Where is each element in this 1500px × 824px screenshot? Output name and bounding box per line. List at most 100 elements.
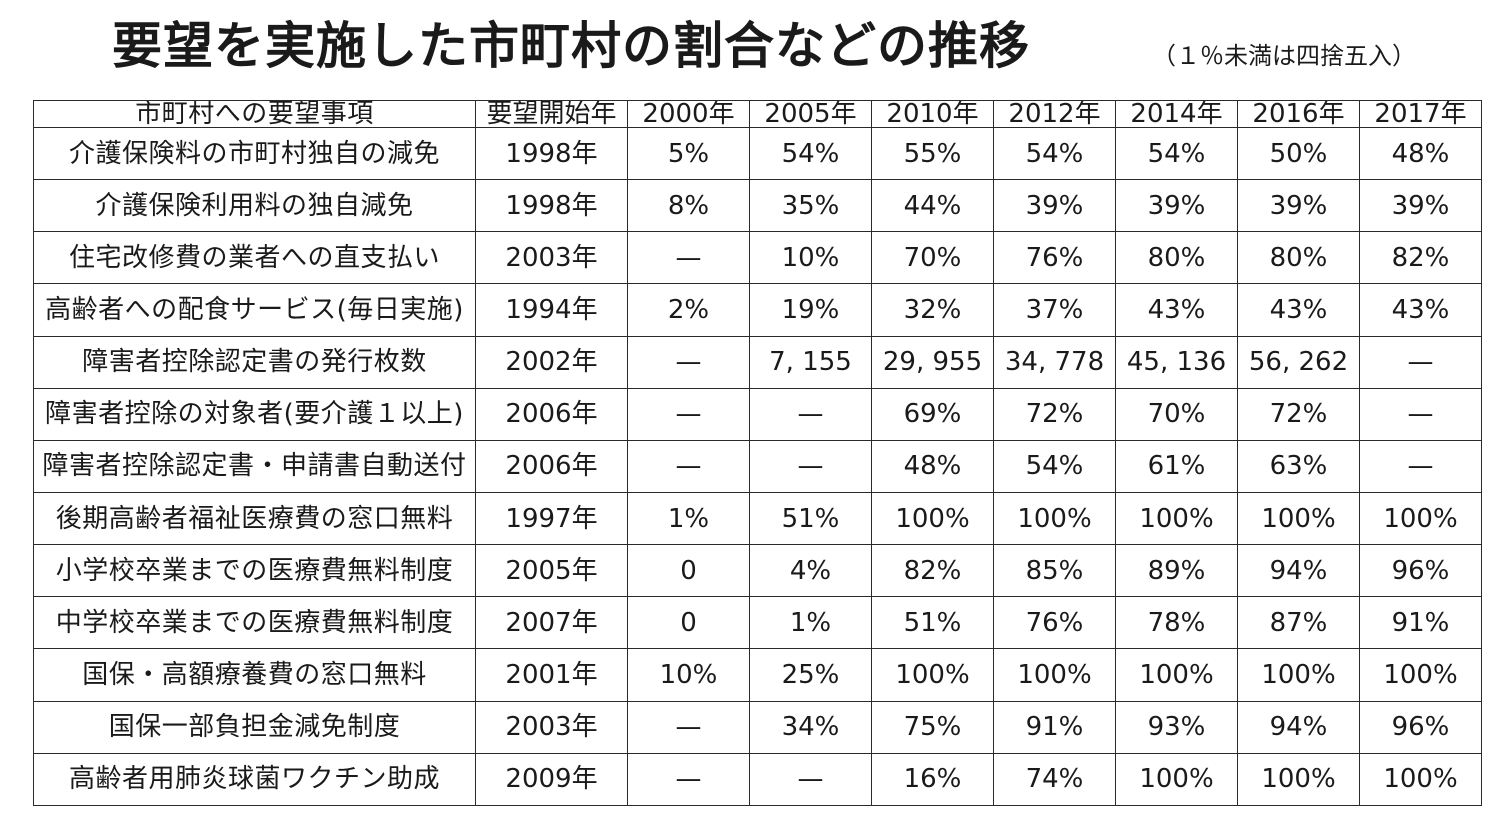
item-cell: 障害者控除の対象者(要介護１以上) bbox=[33, 387, 476, 441]
value-cell: 54% bbox=[993, 126, 1116, 181]
value-cell: — bbox=[749, 387, 872, 441]
start-year-cell: 2003年 bbox=[475, 231, 628, 285]
value-cell: 87% bbox=[1237, 596, 1360, 650]
value-cell: 70% bbox=[871, 231, 994, 285]
value-cell: 2% bbox=[627, 283, 750, 337]
item-cell: 障害者控除認定書の発行枚数 bbox=[33, 335, 476, 389]
value-cell: 19% bbox=[749, 283, 872, 337]
value-cell: 10% bbox=[627, 648, 750, 702]
header-year: 2012年 bbox=[993, 100, 1116, 128]
header-item: 市町村への要望事項 bbox=[33, 100, 476, 128]
table-header-row: 市町村への要望事項 要望開始年 2000年 2005年 2010年 2012年 2014年 2… bbox=[33, 100, 1482, 128]
value-cell: 54% bbox=[1115, 126, 1238, 181]
value-cell: 34, 778 bbox=[993, 335, 1116, 389]
table-row: 障害者控除認定書・申請書自動送付 2006年 — —48% 54% 61% 63% — bbox=[33, 439, 1482, 493]
header-year: 2005年 bbox=[749, 100, 872, 128]
value-cell: 51% bbox=[749, 491, 872, 546]
table-row: 住宅改修費の業者への直支払い 2003年 —10% 70% 76% 80% 80% 82% bbox=[33, 231, 1482, 285]
item-cell: 国保・高額療養費の窓口無料 bbox=[33, 648, 476, 702]
value-cell: 4% bbox=[749, 544, 872, 598]
value-cell: 8% bbox=[627, 179, 750, 233]
value-cell: 16% bbox=[871, 752, 994, 807]
table-row: 中学校卒業までの医療費無料制度 2007年 0 1% 51% 76% 78% 87% 91% bbox=[33, 596, 1482, 650]
item-cell: 障害者控除認定書・申請書自動送付 bbox=[33, 439, 476, 493]
header-start-year: 要望開始年 bbox=[475, 100, 628, 128]
item-cell: 介護保険料の市町村独自の減免 bbox=[33, 126, 476, 181]
start-year-cell: 2005年 bbox=[475, 544, 628, 598]
value-cell: 100% bbox=[993, 648, 1116, 702]
value-cell: — bbox=[627, 387, 750, 441]
value-cell: 43% bbox=[1237, 283, 1360, 337]
rounding-note: （１％未満は四捨五入） bbox=[1152, 42, 1416, 70]
value-cell: 100% bbox=[1359, 491, 1482, 546]
item-cell: 中学校卒業までの医療費無料制度 bbox=[33, 596, 476, 650]
value-cell: 100% bbox=[1237, 648, 1360, 702]
value-cell: 39% bbox=[1115, 179, 1238, 233]
value-cell: 82% bbox=[871, 544, 994, 598]
value-cell: 45, 136 bbox=[1115, 335, 1238, 389]
start-year-cell: 2006年 bbox=[475, 387, 628, 441]
item-cell: 介護保険利用料の独自減免 bbox=[33, 179, 476, 233]
start-year-cell: 2007年 bbox=[475, 596, 628, 650]
value-cell: 55% bbox=[871, 126, 994, 181]
value-cell: 39% bbox=[1237, 179, 1360, 233]
value-cell: 0 bbox=[627, 596, 750, 650]
value-cell: — bbox=[627, 335, 750, 389]
table-row: 介護保険料の市町村独自の減免 1998年 5% 54% 55% 54% 54% 50% 48% bbox=[33, 126, 1482, 181]
value-cell: 35% bbox=[749, 179, 872, 233]
value-cell: 100% bbox=[871, 491, 994, 546]
page-title: 要望を実施した市町村の割合などの推移 bbox=[112, 17, 1030, 75]
value-cell: 82% bbox=[1359, 231, 1482, 285]
value-cell: 48% bbox=[1359, 126, 1482, 181]
value-cell: 76% bbox=[993, 596, 1116, 650]
value-cell: 85% bbox=[993, 544, 1116, 598]
value-cell: 50% bbox=[1237, 126, 1360, 181]
value-cell: 34% bbox=[749, 700, 872, 754]
value-cell: 100% bbox=[871, 648, 994, 702]
value-cell: — bbox=[1359, 335, 1482, 389]
start-year-cell: 2009年 bbox=[475, 752, 628, 807]
value-cell: 39% bbox=[993, 179, 1116, 233]
table-row: 小学校卒業までの医療費無料制度 2005年 0 4% 82% 85% 89% 94% 96% bbox=[33, 544, 1482, 598]
item-cell: 高齢者への配食サービス(毎日実施) bbox=[33, 283, 476, 337]
header-year: 2000年 bbox=[627, 100, 750, 128]
value-cell: 89% bbox=[1115, 544, 1238, 598]
value-cell: 69% bbox=[871, 387, 994, 441]
start-year-cell: 1998年 bbox=[475, 126, 628, 181]
value-cell: 75% bbox=[871, 700, 994, 754]
start-year-cell: 1998年 bbox=[475, 179, 628, 233]
value-cell: 25% bbox=[749, 648, 872, 702]
start-year-cell: 1997年 bbox=[475, 491, 628, 546]
value-cell: 91% bbox=[993, 700, 1116, 754]
start-year-cell: 2006年 bbox=[475, 439, 628, 493]
header-year: 2017年 bbox=[1359, 100, 1482, 128]
value-cell: — bbox=[1359, 439, 1482, 493]
start-year-cell: 1994年 bbox=[475, 283, 628, 337]
value-cell: 100% bbox=[1237, 491, 1360, 546]
header-year: 2014年 bbox=[1115, 100, 1238, 128]
value-cell: 43% bbox=[1359, 283, 1482, 337]
value-cell: 76% bbox=[993, 231, 1116, 285]
value-cell: 10% bbox=[749, 231, 872, 285]
value-cell: 61% bbox=[1115, 439, 1238, 493]
value-cell: 100% bbox=[1237, 752, 1360, 807]
value-cell: 100% bbox=[1115, 752, 1238, 807]
table-row: 後期高齢者福祉医療費の窓口無料 1997年 1% 51% 100% 100% 100% 100… bbox=[33, 491, 1482, 546]
value-cell: — bbox=[749, 439, 872, 493]
value-cell: 91% bbox=[1359, 596, 1482, 650]
value-cell: 51% bbox=[871, 596, 994, 650]
table-row: 国保一部負担金減免制度 2003年 —34% 75% 91% 93% 94% 96% bbox=[33, 700, 1482, 754]
value-cell: — bbox=[627, 439, 750, 493]
item-cell: 高齢者用肺炎球菌ワクチン助成 bbox=[33, 752, 476, 807]
table-row: 国保・高額療養費の窓口無料 2001年 10% 25% 100% 100% 100% 100%… bbox=[33, 648, 1482, 702]
value-cell: — bbox=[627, 752, 750, 807]
item-cell: 小学校卒業までの医療費無料制度 bbox=[33, 544, 476, 598]
value-cell: 93% bbox=[1115, 700, 1238, 754]
value-cell: 94% bbox=[1237, 700, 1360, 754]
item-cell: 住宅改修費の業者への直支払い bbox=[33, 231, 476, 285]
value-cell: 100% bbox=[1115, 648, 1238, 702]
table-row: 介護保険利用料の独自減免 1998年 8% 35% 44% 39% 39% 39% 39% bbox=[33, 179, 1482, 233]
value-cell: 80% bbox=[1115, 231, 1238, 285]
start-year-cell: 2003年 bbox=[475, 700, 628, 754]
value-cell: 96% bbox=[1359, 544, 1482, 598]
